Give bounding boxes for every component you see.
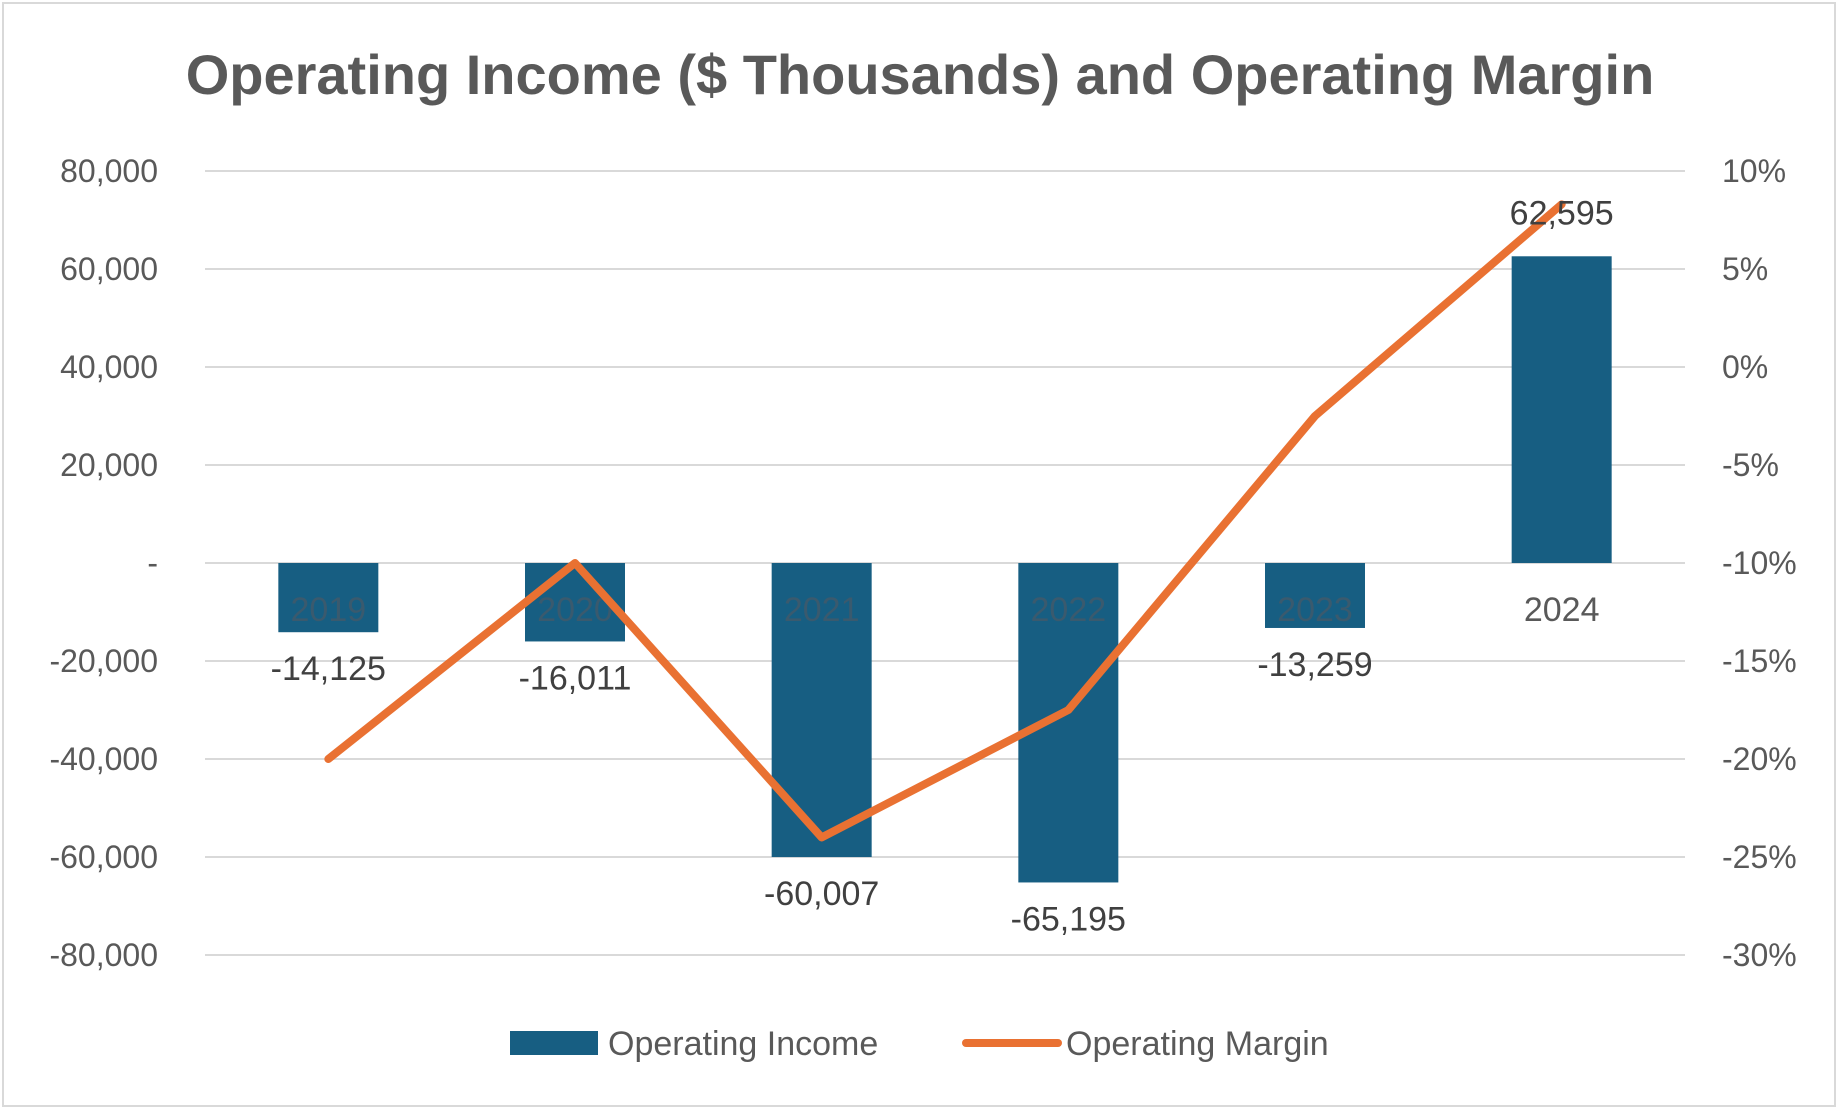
category-label: 2019 — [291, 591, 367, 629]
legend: Operating Income Operating Margin — [510, 1025, 1329, 1063]
category-label: 2024 — [1524, 591, 1600, 629]
right-axis-ticks: 10% 5% 0% -5% -10% -15% -20% -25% -30% — [1722, 153, 1797, 973]
bar-series — [278, 256, 1612, 883]
bar-operating-income — [278, 563, 379, 633]
legend-swatch-operating-income — [510, 1031, 598, 1055]
bar-operating-income — [1511, 256, 1612, 563]
line-operating-margin — [324, 200, 1566, 842]
right-tick-label: -20% — [1722, 741, 1797, 777]
data-label: -13,259 — [1257, 646, 1372, 684]
left-tick-label: 60,000 — [60, 251, 158, 287]
data-label: -60,007 — [764, 875, 879, 913]
data-label: -16,011 — [519, 659, 632, 697]
category-label: 2023 — [1277, 591, 1353, 629]
line-series — [324, 200, 1566, 842]
left-tick-label: -80,000 — [49, 937, 158, 973]
left-tick-label: -40,000 — [49, 741, 158, 777]
chart-title: Operating Income ($ Thousands) and Opera… — [186, 43, 1655, 106]
left-tick-label: - — [147, 545, 158, 581]
category-label: 2020 — [537, 591, 613, 629]
gridlines — [205, 170, 1685, 956]
left-tick-label: -60,000 — [49, 839, 158, 875]
right-tick-label: -10% — [1722, 545, 1797, 581]
right-tick-label: -15% — [1722, 643, 1797, 679]
left-tick-label: -20,000 — [49, 643, 158, 679]
data-label: 62,595 — [1510, 194, 1614, 232]
left-tick-label: 40,000 — [60, 349, 158, 385]
right-tick-label: 0% — [1722, 349, 1768, 385]
legend-label-operating-income: Operating Income — [608, 1025, 878, 1063]
data-labels: -14,125 -16,011 -60,007 -65,195 -13,259 62,59… — [271, 194, 1614, 938]
category-label: 2021 — [784, 591, 860, 629]
bar-operating-income — [771, 563, 872, 858]
right-tick-label: -5% — [1722, 447, 1779, 483]
left-tick-label: 80,000 — [60, 153, 158, 189]
data-label: -14,125 — [271, 650, 386, 688]
category-labels: 2019 2020 2021 2022 2023 2024 — [291, 591, 1600, 629]
bar-operating-income — [1265, 563, 1365, 628]
right-tick-label: 10% — [1722, 153, 1786, 189]
category-label: 2022 — [1031, 591, 1107, 629]
left-axis-ticks: 80,000 60,000 40,000 20,000 - -20,000 -40,000 -… — [49, 153, 158, 973]
right-tick-label: 5% — [1722, 251, 1768, 287]
right-tick-label: -25% — [1722, 839, 1797, 875]
right-tick-label: -30% — [1722, 937, 1797, 973]
legend-label-operating-margin: Operating Margin — [1066, 1025, 1329, 1063]
left-tick-label: 20,000 — [60, 447, 158, 483]
data-label: -65,195 — [1011, 900, 1126, 938]
